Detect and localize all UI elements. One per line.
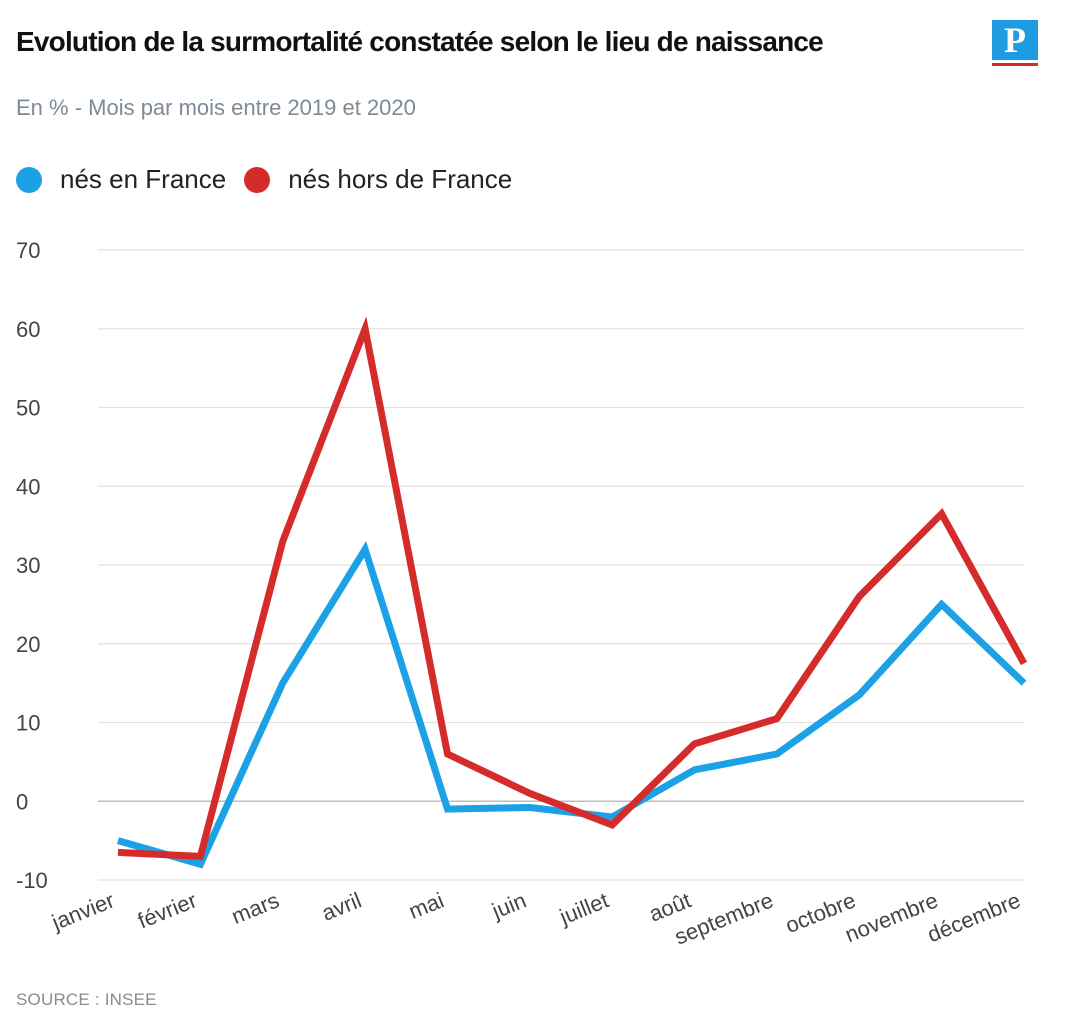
- legend-dot-hors-france: [244, 166, 271, 193]
- x-tick-label: mai: [405, 887, 447, 923]
- y-tick-label: 70: [16, 238, 40, 263]
- x-tick-label: novembre: [841, 887, 941, 947]
- legend-dot-france: [16, 166, 42, 193]
- x-tick-label: avril: [318, 887, 365, 925]
- legend-item-france: nés en France: [16, 164, 226, 195]
- legend-label-france: nés en France: [60, 164, 227, 194]
- x-tick-label: mars: [228, 887, 283, 928]
- x-tick-label: juin: [488, 887, 530, 923]
- x-tick-label: janvier: [47, 887, 117, 935]
- x-tick-label: juillet: [555, 887, 612, 929]
- chart-legend: nés en France nés hors de France: [16, 164, 530, 195]
- y-tick-label: 20: [16, 632, 40, 657]
- y-tick-label: -10: [16, 868, 48, 893]
- chart-subtitle: En % - Mois par mois entre 2019 et 2020: [16, 95, 416, 120]
- publisher-logo: P: [992, 20, 1038, 66]
- y-tick-label: 30: [16, 553, 40, 578]
- y-tick-label: 40: [16, 474, 40, 499]
- logo-underline: [992, 63, 1038, 66]
- y-tick-label: 60: [16, 317, 40, 342]
- source-note: SOURCE : INSEE: [16, 990, 157, 1009]
- x-tick-label: décembre: [924, 887, 1024, 947]
- y-tick-label: 50: [16, 396, 40, 421]
- legend-label-hors-france: nés hors de France: [288, 164, 513, 194]
- series-line-nes-en-france: [117, 540, 1027, 869]
- legend-item-hors-france: nés hors de France: [244, 164, 512, 195]
- series-line-nes-hors-de-france: [117, 316, 1028, 861]
- y-tick-label: 10: [16, 711, 40, 736]
- x-tick-label: février: [134, 887, 200, 933]
- logo-letter: P: [992, 20, 1038, 60]
- y-tick-label: 0: [16, 789, 28, 814]
- chart-title: Evolution de la surmortalité constatée s…: [16, 26, 824, 57]
